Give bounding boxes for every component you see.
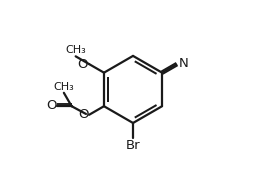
Text: CH₃: CH₃ [65,45,86,55]
Text: O: O [78,108,89,121]
Text: O: O [78,58,88,71]
Text: CH₃: CH₃ [54,82,74,92]
Text: O: O [46,99,56,112]
Text: N: N [179,57,189,70]
Text: Br: Br [126,139,140,152]
